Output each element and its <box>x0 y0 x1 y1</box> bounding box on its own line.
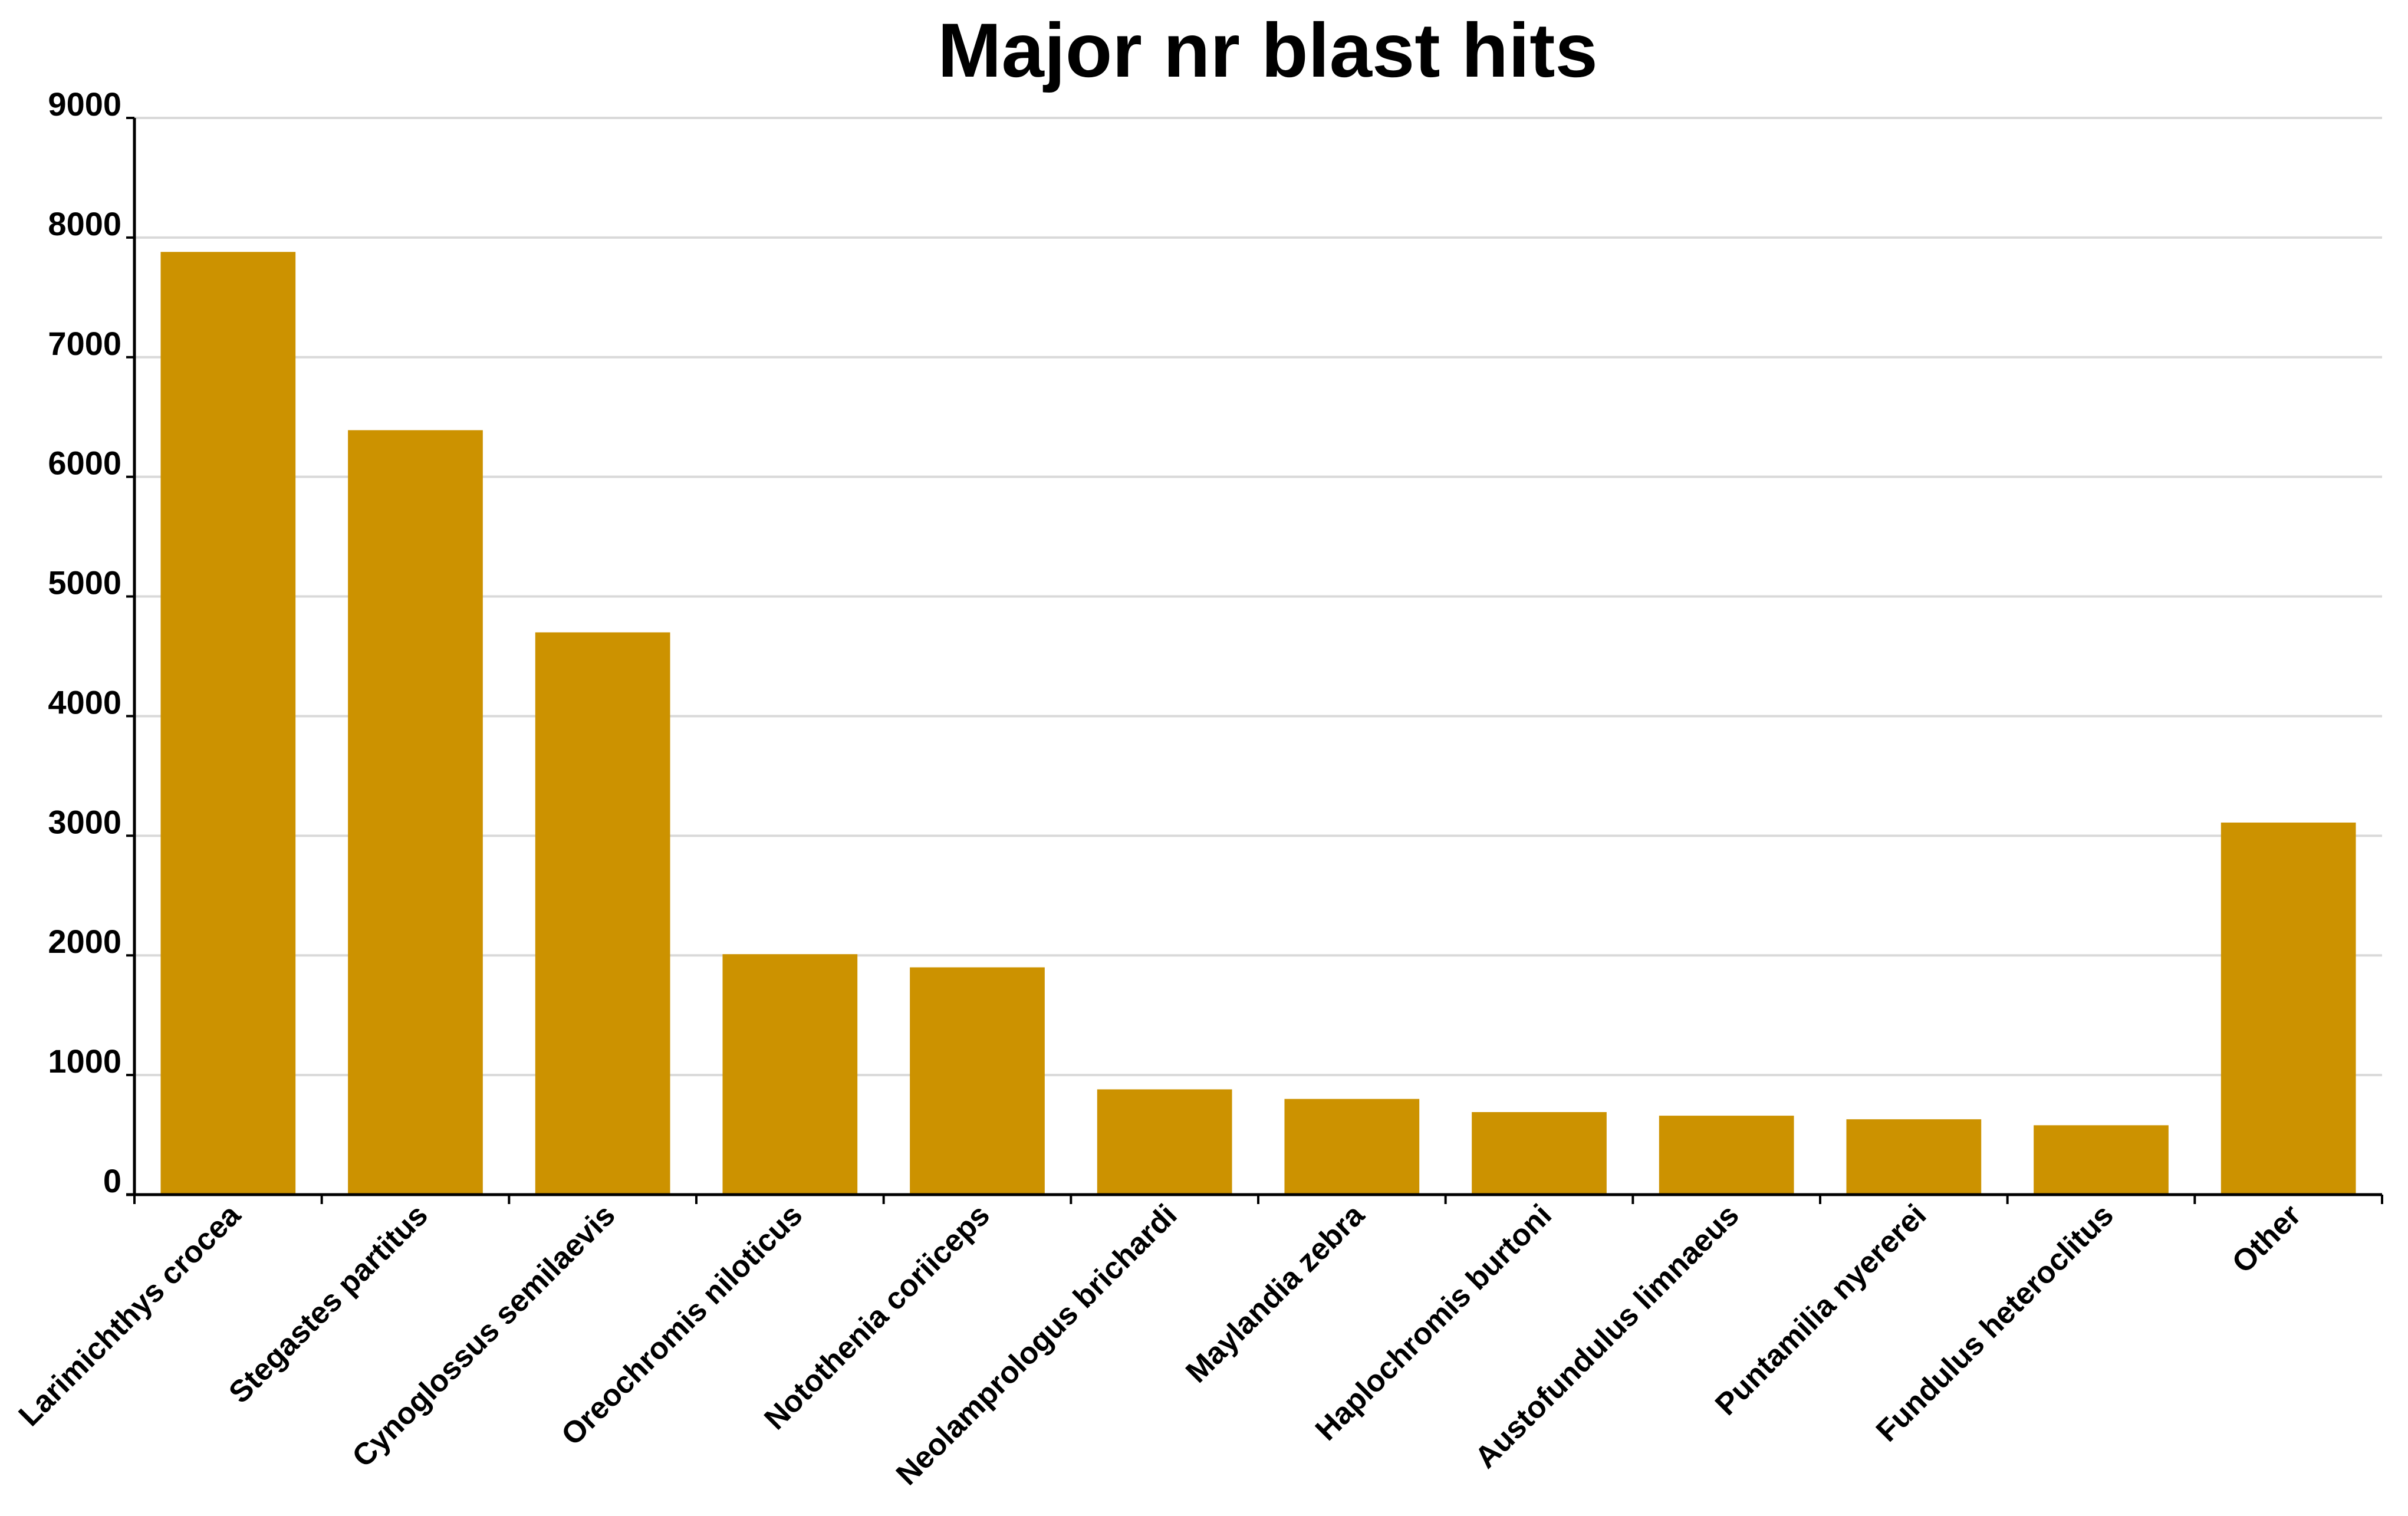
bar-4 <box>722 954 858 1195</box>
y-tick-label-1000: 1000 <box>48 1043 121 1080</box>
x-tick-label-7: Maylandia zebra <box>1179 1198 1371 1390</box>
y-tick-label-0: 0 <box>103 1162 121 1199</box>
y-tick-label-7000: 7000 <box>48 325 121 362</box>
bar-3 <box>535 632 670 1195</box>
bar-10 <box>1846 1119 1982 1195</box>
x-tick-label-1: Larimichthys crocea <box>12 1198 248 1433</box>
y-tick-label-8000: 8000 <box>48 205 121 242</box>
bar-2 <box>348 430 483 1195</box>
chart-title: Major nr blast hits <box>937 7 1598 93</box>
y-tick-label-9000: 9000 <box>48 85 121 123</box>
bar-6 <box>1097 1089 1232 1195</box>
x-tick-label-2: Stegastes partitus <box>222 1198 435 1410</box>
bar-8 <box>1472 1112 1607 1195</box>
x-tick-label-10: Puntamilia nyererei <box>1709 1198 1933 1422</box>
y-tick-label-4000: 4000 <box>48 683 121 721</box>
bars <box>160 252 2356 1195</box>
bar-11 <box>2034 1125 2169 1195</box>
axes <box>126 118 2382 1196</box>
y-tick-label-2000: 2000 <box>48 923 121 960</box>
y-tick-label-5000: 5000 <box>48 564 121 601</box>
x-tick-label-12: Other <box>2226 1198 2308 1280</box>
y-axis-ticks: 0 1000 2000 3000 4000 5000 6000 7000 8000 9000 <box>48 85 134 1199</box>
bar-7 <box>1284 1099 1420 1195</box>
bar-9 <box>1659 1116 1794 1195</box>
gridlines <box>134 117 2382 1077</box>
bar-12 <box>2221 823 2356 1195</box>
y-tick-label-6000: 6000 <box>48 445 121 482</box>
y-tick-label-3000: 3000 <box>48 803 121 840</box>
bar-5 <box>910 967 1045 1195</box>
bar-1 <box>160 252 296 1195</box>
